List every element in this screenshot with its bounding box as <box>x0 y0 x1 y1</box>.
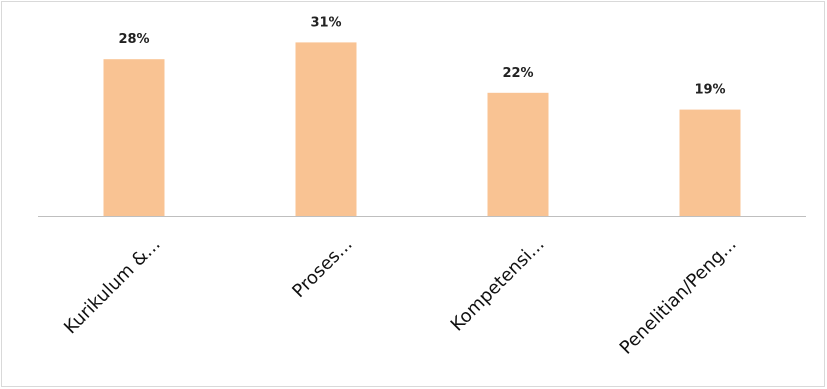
tick-label-1: Kurikulum &... <box>60 234 165 339</box>
data-label-3: 22% <box>502 66 533 81</box>
data-label-4: 19% <box>694 83 725 98</box>
data-label-2: 31% <box>310 15 341 30</box>
tick-label-2: Proses... <box>288 234 356 302</box>
tick-label-3: Kompetensi... <box>447 234 549 336</box>
data-labels-group: 28% 31% 22% 19% <box>118 15 725 97</box>
data-label-1: 28% <box>118 32 149 47</box>
tick-label-4: Penelitian/Peng... <box>616 234 741 359</box>
bar-4 <box>679 109 741 216</box>
bars-group <box>103 42 741 217</box>
bar-1 <box>103 59 165 217</box>
bar-2 <box>295 42 357 217</box>
tick-labels-group: Kurikulum &... Proses... Kompetensi... Pene… <box>60 234 741 359</box>
bar-3 <box>487 92 549 216</box>
